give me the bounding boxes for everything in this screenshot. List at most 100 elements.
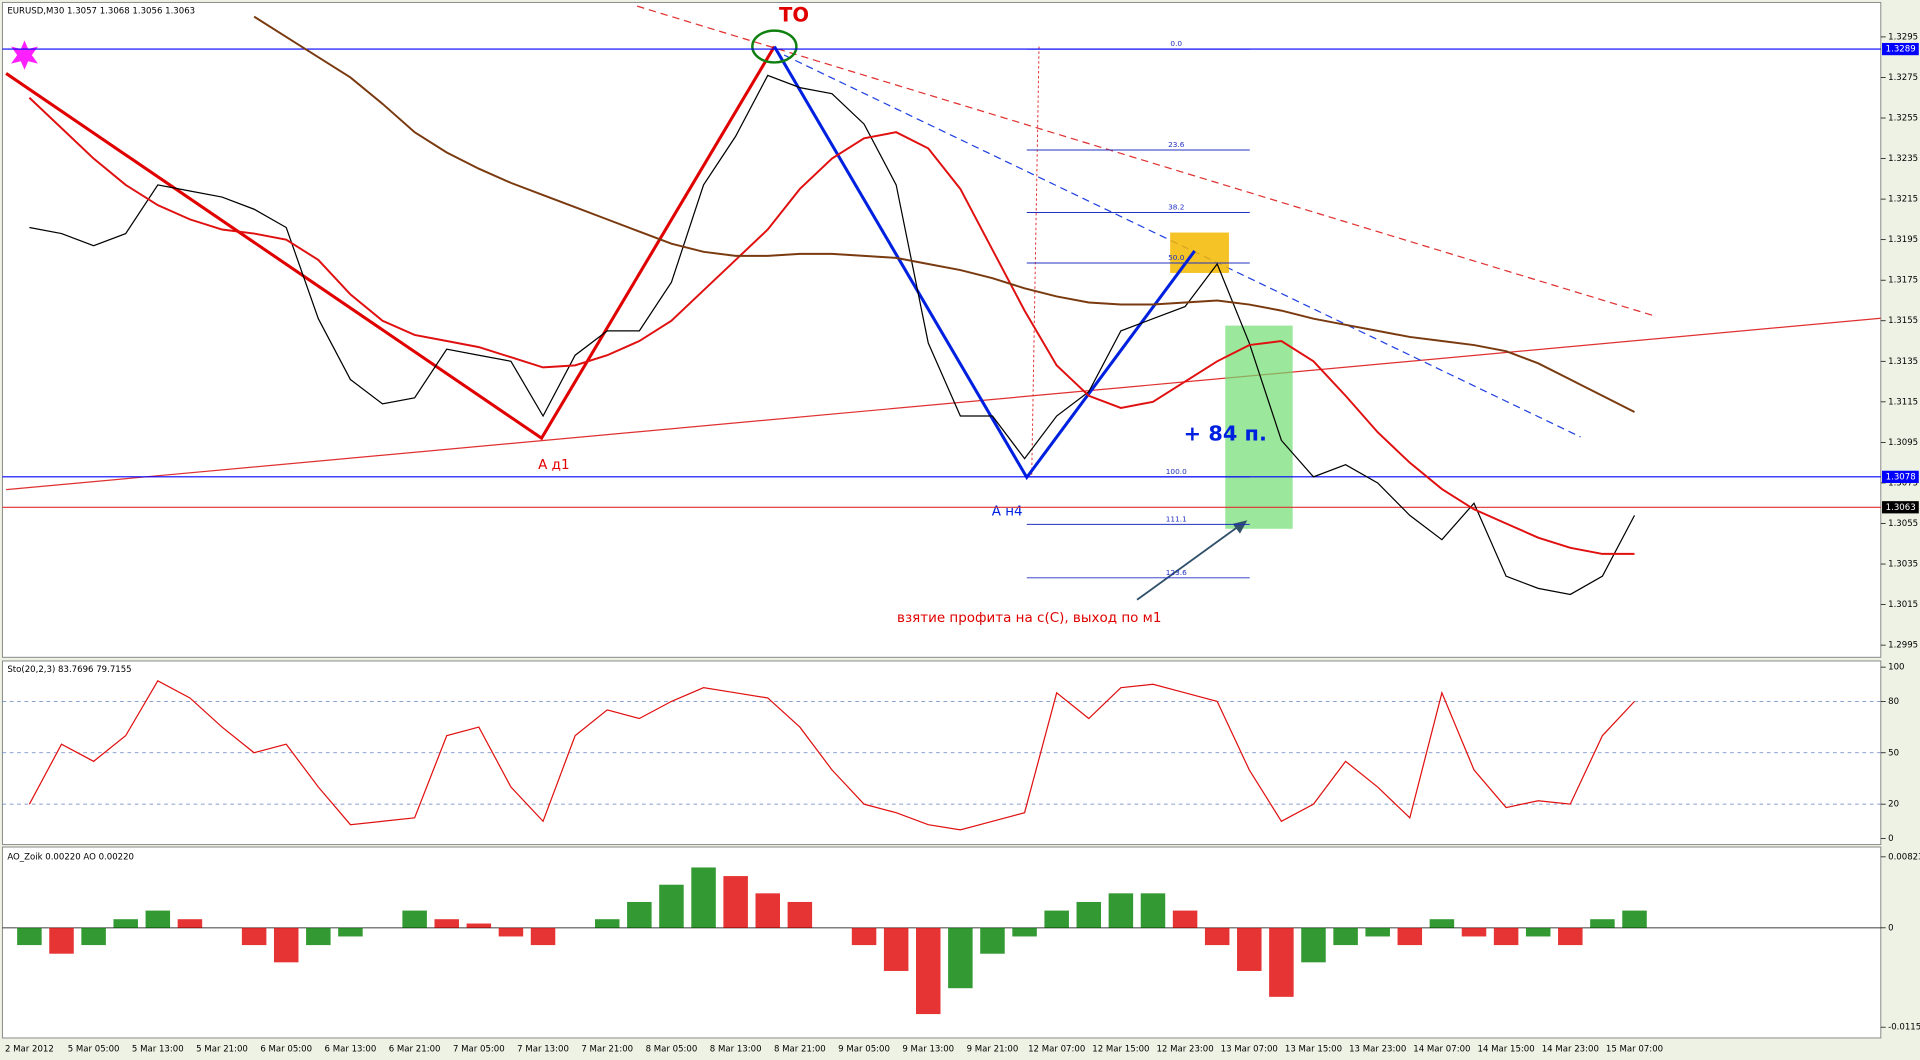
ao-bar [498,927,524,937]
annotation: TO [779,3,809,26]
y-tick-label: 1.3075 [1888,478,1918,488]
panel-title: AO_Zoik 0.00220 AO 0.00220 [7,852,134,862]
fib-label: 38.2 [1168,203,1184,212]
y-tick-label: 1.3135 [1888,357,1918,367]
ao-bar [17,927,42,946]
ao-bar [49,927,74,954]
ao-bar [1301,927,1326,963]
ao-bar [1204,927,1230,946]
y-tick-label: 1.3095 [1888,438,1918,448]
x-tick-label: 7 Mar 21:00 [581,1044,633,1054]
fib-label: 23.6 [1168,140,1185,149]
price-label-box [1882,501,1919,514]
fib-label: 0.0 [1170,39,1182,48]
ao-bar [113,919,138,928]
stoch-panel [1,660,1882,846]
series-line [28,97,1635,555]
x-tick-label: 6 Mar 21:00 [389,1044,441,1054]
x-tick-label: 14 Mar 15:00 [1478,1044,1535,1054]
fib-label: 50.0 [1168,253,1185,262]
ao-bar [241,927,267,946]
y-tick-label: 1.3215 [1888,195,1918,205]
x-tick-label: 13 Mar 07:00 [1221,1044,1278,1054]
y-tick-label: 1.3235 [1888,154,1918,164]
y-tick-label: 20 [1888,800,1899,810]
y-tick-label: 1.3275 [1888,73,1918,83]
x-tick-label: 14 Mar 07:00 [1413,1044,1470,1054]
x-tick-label: 8 Mar 21:00 [774,1044,826,1054]
ao-bar [466,923,492,928]
x-tick-label: 12 Mar 23:00 [1156,1044,1213,1054]
y-tick-label: 1.2995 [1888,641,1918,651]
ao-bar [530,927,556,946]
y-tick-label: 0 [1888,923,1893,933]
ao-bar [1076,901,1102,928]
series-line [253,15,1635,413]
price-label: 1.3063 [1886,503,1916,513]
x-tick-label: 6 Mar 05:00 [260,1044,312,1054]
annotations-drawing [5,5,1881,601]
price-label: 1.3078 [1886,472,1916,482]
ao-bar [177,919,203,928]
trend-line [6,317,1881,491]
ao-bar [1558,927,1583,946]
y-tick-label: 1.3035 [1888,560,1918,570]
arrow [1136,521,1245,601]
price-label-box [1882,470,1919,483]
fib-label: 111.1 [1166,514,1187,523]
zigzag [5,45,776,441]
x-tick-label: 8 Mar 05:00 [646,1044,698,1054]
y-tick-label: 1.3055 [1888,519,1918,529]
ao-bar [273,927,299,963]
highlight-box [1170,232,1229,273]
x-tick-label: 13 Mar 15:00 [1285,1044,1342,1054]
price-label-box [1882,42,1919,56]
ao-bar [948,927,973,989]
annotation: A н4 [992,504,1023,520]
ao-bar [81,927,106,946]
x-tick-label: 5 Mar 21:00 [196,1044,248,1054]
ao-bar [1333,927,1358,946]
ao-bar [1590,919,1615,928]
panel-title: Sto(20,2,3) 83.7696 79.7155 [7,665,131,675]
x-tick-label: 5 Mar 13:00 [132,1044,184,1054]
fib-label: 100.0 [1166,467,1187,476]
x-tick-label: 5 Mar 05:00 [68,1044,120,1054]
ao-bar [627,901,652,928]
x-tick-label: 14 Mar 23:00 [1542,1044,1599,1054]
y-tick-label: 1.3115 [1888,397,1918,407]
ao-bar [883,927,909,971]
price-label: 1.3289 [1886,45,1916,55]
ao-bar [1525,927,1551,937]
fib-label: 123.6 [1166,568,1187,577]
y-tick-label: -0.01152 [1888,1023,1920,1033]
ao-bar [145,910,171,928]
ao-bar [787,901,813,928]
x-tick-label: 7 Mar 05:00 [453,1044,505,1054]
ao-bar [691,867,716,928]
ao-bar [434,919,459,928]
ao-bar [306,927,331,946]
ao-bar [1108,893,1134,928]
y-tick-label: 1.3175 [1888,276,1918,286]
x-tick-label: 12 Mar 07:00 [1028,1044,1085,1054]
ao-bar [1172,910,1198,928]
y-tick-label: 1.3295 [1888,32,1918,42]
arrow-head [1232,520,1248,534]
y-tick-label: 1.3015 [1888,600,1918,610]
y-tick-label: 100 [1888,663,1904,673]
ao-bar [1237,927,1262,971]
y-tick-label: 1.3255 [1888,114,1918,124]
x-tick-label: 12 Mar 15:00 [1092,1044,1149,1054]
y-tick-label: 0 [1888,834,1893,844]
y-tick-label: 1.3195 [1888,235,1918,245]
x-tick-label: 9 Mar 21:00 [967,1044,1019,1054]
ao-bar [659,884,684,928]
x-tick-label: 13 Mar 23:00 [1349,1044,1406,1054]
annotation: A д1 [538,457,569,473]
ao-bar [916,927,941,1015]
ao-bar [1044,910,1069,928]
circle-marker [751,29,798,64]
ao-bar [1140,893,1166,928]
